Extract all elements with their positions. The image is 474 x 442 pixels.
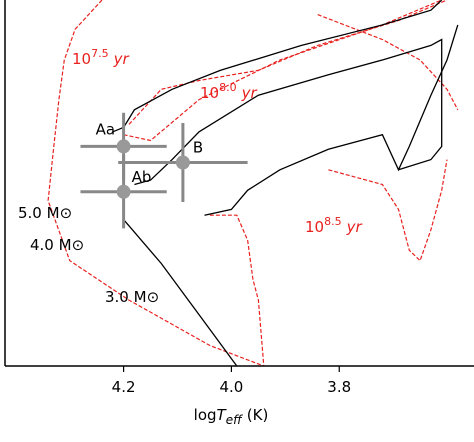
track-label: 4.0 M⊙ <box>30 236 84 254</box>
track-label: 5.0 M⊙ <box>18 204 72 222</box>
star-label: Aa <box>96 120 115 138</box>
isochrone-unit: yr <box>113 50 130 68</box>
isochrone-base: 10 <box>200 84 219 102</box>
star-point <box>116 184 131 199</box>
isochrone-base: 10 <box>72 50 91 68</box>
track-label: 3.0 M⊙ <box>105 288 159 306</box>
isochrone-exponent: 8.0 <box>219 81 237 94</box>
star-label: Ab <box>132 168 152 186</box>
isochrone <box>47 0 442 366</box>
isochrone-exponent: 8.5 <box>324 215 342 228</box>
isochrone-unit: yr <box>346 218 363 236</box>
isochrone-label: 108.0 yr <box>200 81 257 102</box>
x-tick-label: 4.2 <box>112 378 136 396</box>
x-label-symbol: T <box>217 406 228 424</box>
evolutionary-track <box>204 24 459 216</box>
star-point <box>116 139 131 154</box>
isochrone-label: 107.5 yr <box>72 47 129 68</box>
evolutionary-track <box>112 0 443 366</box>
x-label-unit: (K) <box>247 406 269 424</box>
x-tick-label: 4.0 <box>219 378 243 396</box>
x-tick-label: 3.8 <box>327 378 351 396</box>
isochrone-base: 10 <box>305 218 324 236</box>
isochrone <box>209 159 448 366</box>
isochrone-exponent: 7.5 <box>91 47 109 60</box>
star-label: B <box>193 139 203 157</box>
x-axis-label: logTeff (K) <box>194 406 269 427</box>
x-label-subscript: eff <box>226 413 243 427</box>
isochrone <box>128 0 459 125</box>
x-label-prefix: log <box>194 406 217 424</box>
isochrone-unit: yr <box>241 84 258 102</box>
plot-area <box>47 0 459 366</box>
isochrone-label: 108.5 yr <box>305 215 362 236</box>
star-point <box>175 155 190 170</box>
